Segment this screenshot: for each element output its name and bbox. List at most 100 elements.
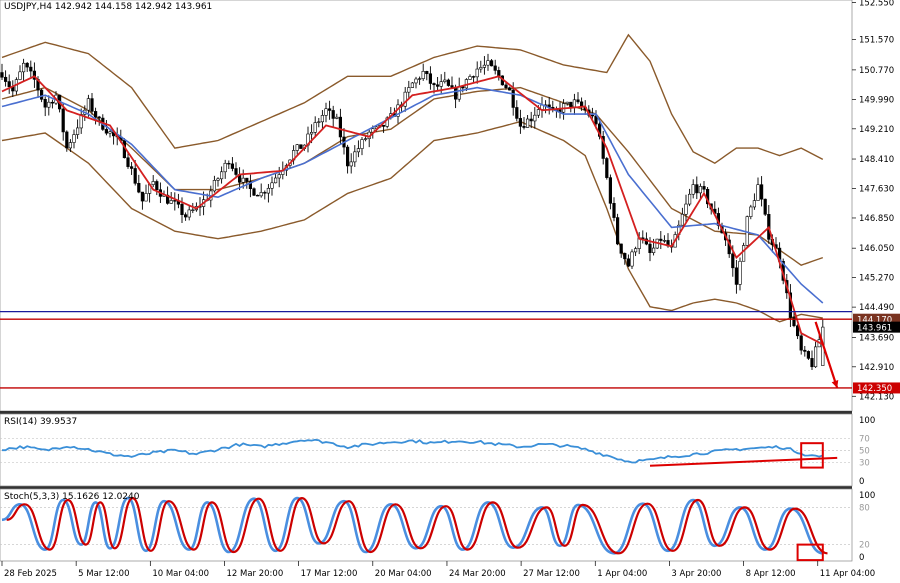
candle-body (403, 91, 407, 107)
candle-body (97, 116, 101, 119)
candle-body (187, 209, 191, 218)
candle-body (590, 114, 594, 117)
candle (619, 243, 623, 258)
candle-body (216, 178, 220, 181)
candle (184, 212, 188, 221)
price-tag-bg (853, 313, 900, 325)
time-tick-label: 20 Mar 04:00 (375, 569, 432, 579)
chart-title: USDJPY,H4 142.942 144.158 142.942 143.96… (4, 2, 212, 12)
candle (381, 124, 386, 133)
candle-body (518, 118, 522, 127)
rsi-tick-label: 70 (859, 434, 870, 444)
candle-body (659, 238, 663, 241)
ma-slow (1, 86, 824, 304)
stochastic-pane[interactable]: Stoch(5,3,3) 15.1626 12.0240 (0, 488, 853, 562)
price-tag-bg (853, 321, 900, 333)
candle-body (410, 82, 415, 88)
price-tag-text: 143.961 (857, 323, 892, 333)
candle (356, 140, 361, 158)
price-tick-label: 143.690 (859, 333, 894, 343)
time-tick-label: 11 Apr 04:00 (820, 569, 875, 579)
candle (659, 231, 663, 250)
candle-body (363, 138, 368, 140)
candle-body (227, 162, 231, 165)
candle (18, 65, 22, 81)
candle-body (752, 200, 756, 208)
candle (680, 207, 684, 226)
candle-body (803, 349, 807, 352)
candle (72, 129, 76, 149)
candle (331, 105, 335, 128)
candle-body (475, 68, 479, 78)
candle (529, 111, 533, 129)
candle-body (651, 247, 656, 253)
candle-body (453, 86, 458, 100)
candle (313, 116, 317, 138)
price-tick-label: 144.490 (859, 303, 894, 313)
candle-body (32, 70, 36, 80)
candle (403, 86, 407, 112)
candle-body (50, 101, 54, 104)
candle (43, 96, 47, 117)
candle-body (327, 108, 332, 111)
candle (324, 102, 328, 123)
candle (259, 183, 263, 198)
candle (482, 56, 487, 75)
candle (601, 130, 605, 165)
rsi-path (2, 438, 824, 464)
candle-body (471, 76, 476, 78)
stoch-d-line (6, 496, 828, 555)
candle-body (349, 161, 353, 167)
candle (630, 249, 634, 269)
candle (0, 63, 4, 80)
candle-body (184, 214, 188, 218)
price-pane[interactable]: USDJPY,H4 142.942 144.158 142.942 143.96… (0, 0, 853, 412)
candle (684, 194, 688, 223)
candle-body (468, 76, 472, 80)
candle-body (72, 134, 76, 143)
price-tick-label: 146.050 (859, 244, 894, 254)
candle (446, 78, 451, 87)
candle-body (497, 70, 501, 77)
stoch-tick-label: 0 (859, 553, 864, 563)
candle (443, 71, 447, 84)
candle (345, 144, 350, 174)
price-tick-label: 149.210 (859, 125, 894, 135)
rsi-annotations (649, 442, 838, 469)
time-tick-label: 12 Mar 20:00 (226, 569, 283, 579)
time-tick-label: 3 Apr 20:00 (671, 569, 721, 579)
stochastic-axis: 100 80 20 0 (859, 491, 875, 563)
rsi-pane[interactable]: RSI(14) 39.9537 (0, 413, 853, 487)
price-tick-label: 149.990 (859, 95, 894, 105)
candle-body (799, 335, 803, 351)
time-axis: 28 Feb 2025 5 Mar 12:00 10 Mar 04:00 12 Mar… (1, 561, 875, 579)
candle-body (482, 64, 487, 68)
candle-body (619, 243, 623, 254)
candle (414, 76, 418, 89)
candle (738, 257, 742, 291)
stoch-tick-label: 80 (859, 503, 870, 513)
candle (518, 109, 522, 134)
candle (335, 113, 339, 120)
candle-body (806, 351, 810, 359)
candle (212, 175, 217, 193)
candle-body (407, 87, 411, 93)
candle (32, 62, 36, 88)
candle-body (511, 89, 515, 108)
candle-body (299, 144, 303, 149)
candle (795, 324, 800, 340)
candle-body (90, 98, 94, 112)
candle-body (130, 166, 134, 169)
candle (749, 204, 753, 220)
candle-body (680, 213, 684, 226)
candle (810, 350, 814, 370)
candle (360, 136, 364, 156)
candle-body (576, 99, 580, 103)
candle (263, 190, 267, 200)
candle-body (313, 122, 317, 133)
candle-body (734, 267, 738, 285)
price-tick-label: 145.270 (859, 274, 894, 284)
candle (353, 145, 357, 167)
rsi-trendline (649, 456, 838, 467)
candle-body (594, 115, 598, 125)
